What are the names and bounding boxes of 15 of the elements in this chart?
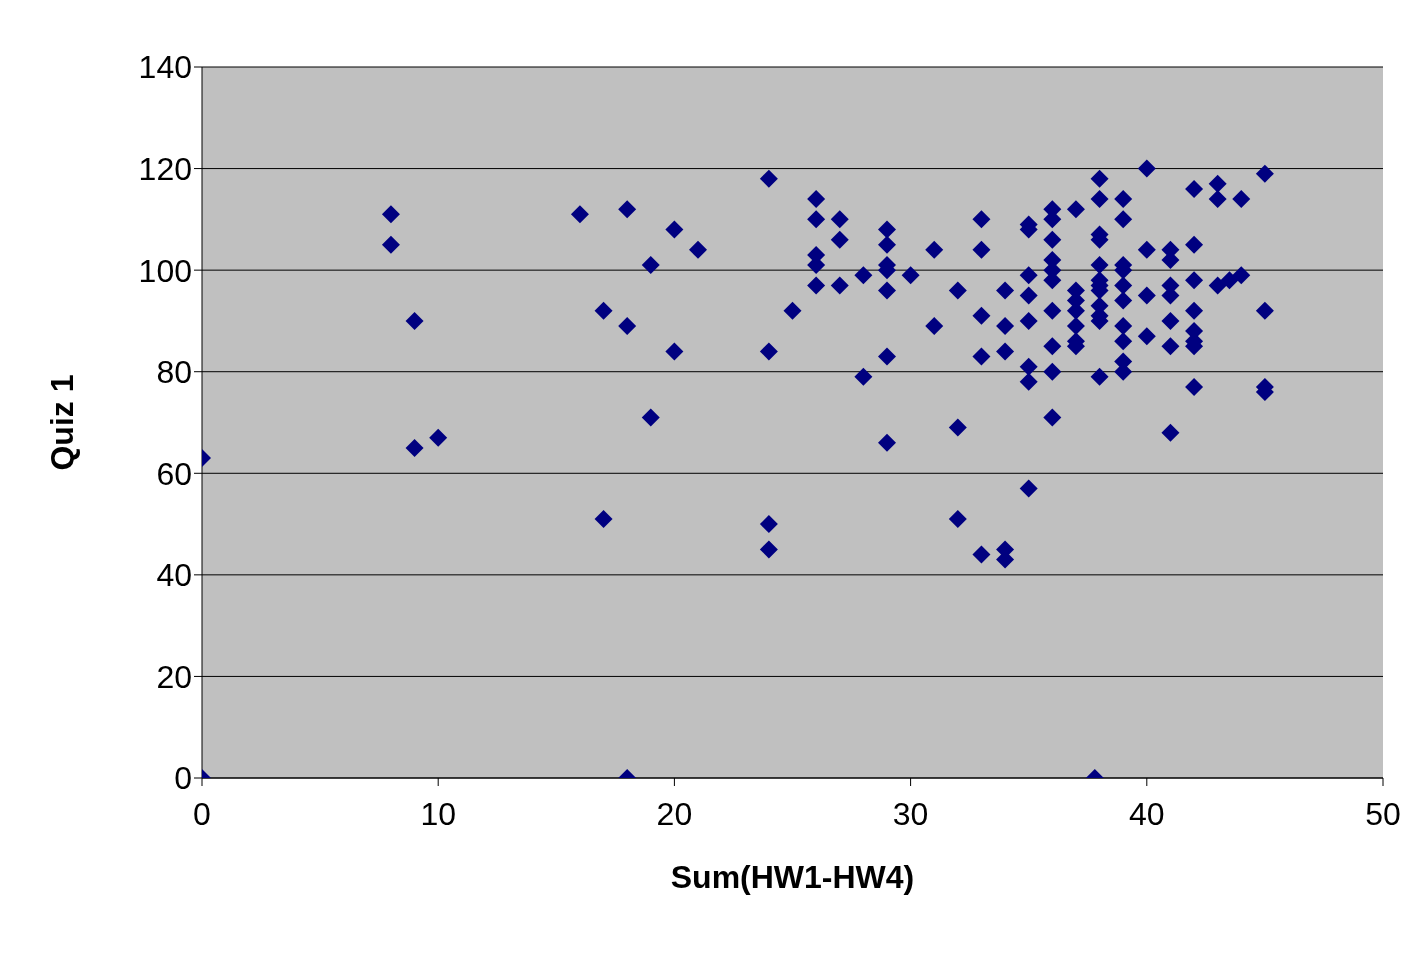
y-tick-label: 140 <box>138 49 192 86</box>
y-tick-label: 60 <box>156 455 192 492</box>
x-axis-title: Sum(HW1-HW4) <box>670 859 915 895</box>
y-axis-title: Quiz 1 <box>44 374 81 471</box>
x-tick-label: 10 <box>420 795 456 832</box>
x-tick-label: 50 <box>1365 795 1401 832</box>
y-tick-label: 100 <box>138 252 192 289</box>
y-tick-label: 80 <box>156 354 192 391</box>
y-tick-label: 0 <box>174 760 192 797</box>
x-tick-label: 20 <box>656 795 693 832</box>
x-tick-label: 30 <box>892 795 929 832</box>
y-tick-label: 20 <box>156 658 192 695</box>
x-tick-label: 40 <box>1129 795 1165 832</box>
y-tick-label: 40 <box>156 557 192 594</box>
y-tick-label: 120 <box>138 150 192 187</box>
